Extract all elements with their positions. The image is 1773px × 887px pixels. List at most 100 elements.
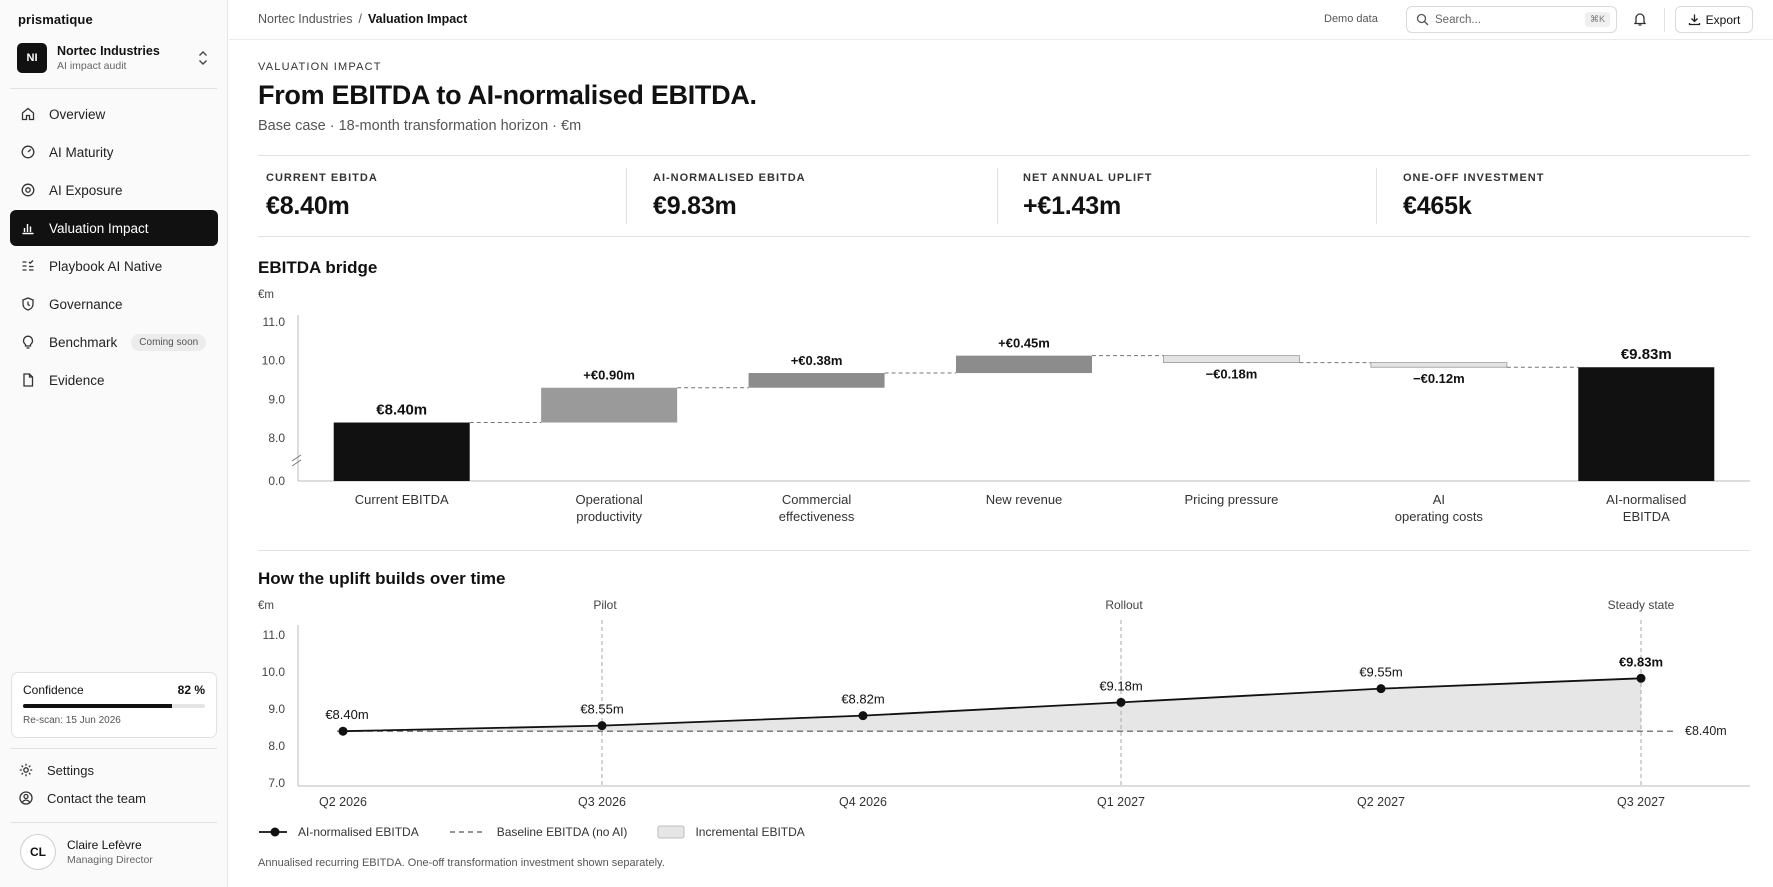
baseline-end-label: €8.40m xyxy=(1685,724,1727,738)
kpi-value: €8.40m xyxy=(266,192,350,220)
series-point xyxy=(1116,697,1126,707)
x-tick-label: effectiveness xyxy=(779,509,855,524)
org-avatar: NI xyxy=(17,43,47,73)
sidebar-item-label: Governance xyxy=(49,296,123,312)
sidebar-item-valuation-impact[interactable]: Valuation Impact xyxy=(10,210,218,246)
timeline-legend: AI-normalised EBITDA Baseline EBITDA (no… xyxy=(258,825,835,839)
sidebar-nav: Overview AI Maturity AI Exposure Valuati… xyxy=(10,96,218,400)
file-icon xyxy=(23,373,34,387)
breadcrumb-current: Valuation Impact xyxy=(367,12,468,26)
point-data-label: €8.40m xyxy=(325,707,368,722)
search-input[interactable]: Search... ⌘K xyxy=(1406,6,1617,33)
sidebar-item-governance[interactable]: Governance xyxy=(10,286,218,322)
kpi-label: CURRENT EBITDA xyxy=(266,172,378,184)
rescan-date: Re-scan: 15 Jun 2026 xyxy=(23,715,121,726)
search-shortcut: ⌘K xyxy=(1584,12,1610,27)
confidence-card: Confidence 82 % Re-scan: 15 Jun 2026 xyxy=(11,672,217,738)
export-button[interactable]: Export xyxy=(1675,6,1753,33)
series-point xyxy=(338,726,348,736)
kpi-divider xyxy=(1376,168,1377,224)
y-tick-label: 10.0 xyxy=(262,354,286,368)
org-name: Nortec Industries xyxy=(57,43,160,58)
phase-label: Rollout xyxy=(1105,598,1143,612)
bridge-data-label: +€0.38m xyxy=(791,353,843,368)
bridge-data-label: +€0.90m xyxy=(583,368,635,383)
sidebar-item-playbook-ai-native[interactable]: Playbook AI Native xyxy=(10,248,218,284)
series-point xyxy=(858,711,868,721)
sidebar-item-benchmark[interactable]: Benchmark Coming soon xyxy=(10,324,218,360)
topbar-divider xyxy=(1664,8,1665,32)
x-tick-label: operating costs xyxy=(1395,509,1484,524)
user-profile[interactable]: CL Claire Lefèvre Managing Director xyxy=(20,834,153,870)
page-eyebrow: VALUATION IMPACT xyxy=(258,61,382,73)
y-tick-label: 8.0 xyxy=(268,431,285,445)
contact-label: Contact the team xyxy=(47,790,146,806)
kpi-value: +€1.43m xyxy=(1023,192,1121,220)
sidebar-item-label: Overview xyxy=(49,106,106,122)
timeline-title: How the uplift builds over time xyxy=(258,569,506,588)
bridge-data-label: +€0.45m xyxy=(998,336,1050,351)
legend-area-swatch-icon xyxy=(657,825,685,839)
y-tick-label: 9.0 xyxy=(268,702,285,716)
kpi-bottom-border xyxy=(258,236,1750,237)
sidebar-item-label: AI Maturity xyxy=(49,144,114,160)
bridge-bar xyxy=(1370,362,1508,368)
settings-label: Settings xyxy=(47,762,94,778)
search-placeholder: Search... xyxy=(1435,13,1482,26)
bridge-bar xyxy=(333,422,470,481)
user-name: Claire Lefèvre xyxy=(67,837,142,852)
breadcrumb-parent[interactable]: Nortec Industries xyxy=(258,12,353,26)
y-axis-unit: €m xyxy=(258,600,274,612)
x-tick-label: Current EBITDA xyxy=(355,492,449,507)
phase-label: Steady state xyxy=(1608,598,1675,612)
sidebar-divider xyxy=(10,822,217,823)
axis-break-mark xyxy=(291,454,302,467)
contact-team-link[interactable]: Contact the team xyxy=(18,790,218,806)
user-role: Managing Director xyxy=(67,853,153,866)
y-axis-unit: €m xyxy=(258,289,274,301)
x-tick-label: AI xyxy=(1433,492,1445,507)
x-tick-label: productivity xyxy=(576,509,642,524)
y-tick-label: 8.0 xyxy=(268,739,285,753)
sidebar-divider xyxy=(10,748,217,749)
phase-label: Pilot xyxy=(593,598,617,612)
bar-chart-icon xyxy=(22,224,34,235)
sidebar: prismatique NI Nortec Industries AI impa… xyxy=(0,0,228,887)
legend-item-incremental: Incremental EBITDA xyxy=(657,825,805,839)
x-tick-label: Q1 2027 xyxy=(1097,795,1145,809)
kpi-value: €465k xyxy=(1403,192,1472,220)
bell-icon[interactable] xyxy=(1632,11,1648,27)
ai-normalised-series-line xyxy=(342,677,1642,733)
sidebar-item-ai-exposure[interactable]: AI Exposure xyxy=(10,172,218,208)
org-subtitle: AI impact audit xyxy=(57,59,127,72)
series-point xyxy=(597,721,607,731)
bridge-data-label: €9.83m xyxy=(1621,346,1672,363)
breadcrumb-separator: / xyxy=(358,12,362,26)
export-label: Export xyxy=(1705,12,1741,27)
bridge-data-label: −€0.18m xyxy=(1206,367,1258,382)
legend-item-baseline: Baseline EBITDA (no AI) xyxy=(449,825,628,839)
kpi-label: NET ANNUAL UPLIFT xyxy=(1023,172,1153,184)
kpi-current-ebitda: CURRENT EBITDA €8.40m xyxy=(266,172,378,221)
sidebar-item-ai-maturity[interactable]: AI Maturity xyxy=(10,134,218,170)
x-tick-label: New revenue xyxy=(986,492,1063,507)
page-title: From EBITDA to AI-normalised EBITDA. xyxy=(258,80,757,110)
brand-logo: prismatique xyxy=(18,12,93,27)
bridge-data-label: €8.40m xyxy=(376,402,427,419)
org-switcher[interactable]: NI Nortec Industries AI impact audit xyxy=(12,38,216,78)
search-icon xyxy=(1416,13,1429,26)
timeline-footnote: Annualised recurring EBITDA. One-off tra… xyxy=(258,857,665,869)
sidebar-item-overview[interactable]: Overview xyxy=(10,96,218,132)
page-subtitle: Base case · 18-month transformation hori… xyxy=(258,118,582,134)
lightbulb-icon xyxy=(22,335,34,349)
x-tick-label: Operational xyxy=(576,492,643,507)
sidebar-item-evidence[interactable]: Evidence xyxy=(10,362,218,398)
x-tick-label: EBITDA xyxy=(1623,509,1670,524)
confidence-progress-fill xyxy=(23,704,173,708)
x-tick-label: Q3 2027 xyxy=(1617,795,1665,809)
legend-label: Baseline EBITDA (no AI) xyxy=(496,825,628,839)
settings-link[interactable]: Settings xyxy=(18,762,218,778)
bridge-bar xyxy=(956,355,1092,374)
bridge-data-label: −€0.12m xyxy=(1413,371,1465,386)
